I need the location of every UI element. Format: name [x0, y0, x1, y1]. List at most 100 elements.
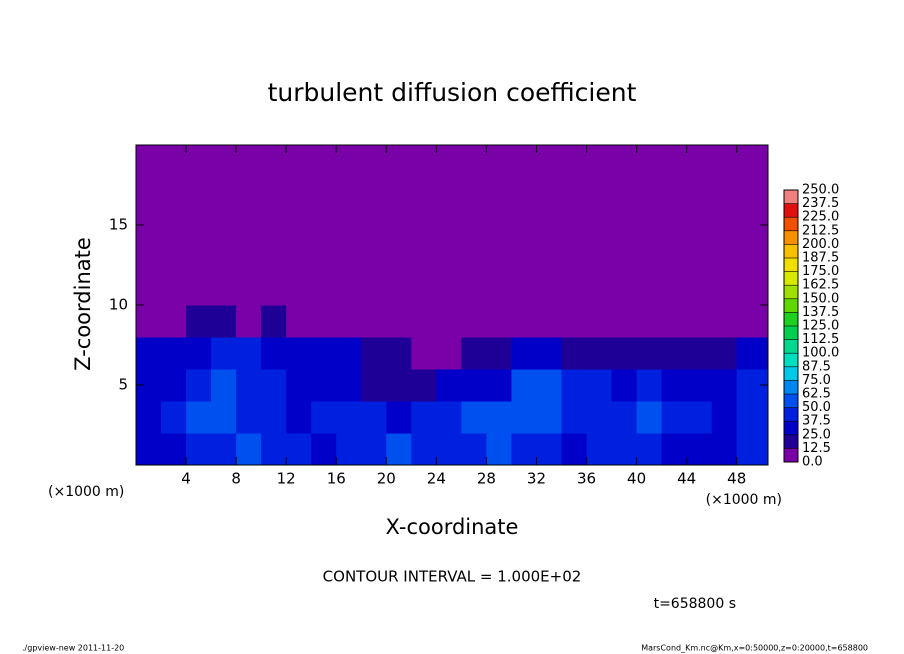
heat-cell — [486, 401, 512, 434]
y-tick-label: 5 — [118, 376, 128, 394]
heat-cell — [461, 369, 487, 402]
heat-cell — [536, 337, 563, 370]
heat-cell — [486, 337, 512, 370]
heat-cell — [586, 369, 613, 402]
heat-cell — [236, 433, 262, 466]
heat-cell — [261, 369, 287, 402]
heat-cell — [736, 145, 769, 178]
heat-cell — [286, 337, 312, 370]
heat-cell — [186, 401, 212, 434]
heat-cell — [486, 369, 512, 402]
heat-cell — [261, 177, 287, 210]
colorbar-label: 137.5 — [802, 305, 839, 320]
x-tick-label: 24 — [427, 470, 446, 488]
heat-cell — [261, 337, 287, 370]
heat-cell — [661, 241, 688, 274]
heat-cell — [511, 145, 537, 178]
heat-cell — [336, 273, 362, 306]
heat-cell — [311, 401, 337, 434]
heat-cell — [311, 305, 337, 338]
heat-cell — [386, 369, 412, 402]
heat-cell — [361, 337, 387, 370]
heat-cell — [161, 273, 187, 306]
heat-cell — [136, 337, 162, 370]
heat-cell — [286, 433, 312, 466]
heat-cell — [636, 401, 663, 434]
heat-cell — [736, 241, 769, 274]
heat-cell — [686, 177, 713, 210]
heat-cell — [686, 273, 713, 306]
colorbar-label: 175.0 — [802, 264, 839, 279]
heat-cell — [436, 241, 462, 274]
heat-cell — [486, 241, 512, 274]
heat-cell — [236, 177, 262, 210]
heat-cell — [161, 177, 187, 210]
heat-cell — [636, 433, 663, 466]
colorbar-bin — [784, 298, 798, 313]
colorbar-label: 37.5 — [802, 414, 831, 429]
heat-cell — [711, 241, 738, 274]
heat-cell — [711, 209, 738, 242]
heat-cell — [336, 241, 362, 274]
heat-cell — [186, 433, 212, 466]
heat-cell — [511, 273, 537, 306]
x-tick-label: 44 — [677, 470, 696, 488]
colorbar-label: 25.0 — [802, 427, 831, 442]
heat-cell — [261, 401, 287, 434]
heat-cell — [236, 145, 262, 178]
heat-cell — [536, 145, 563, 178]
heat-cell — [586, 145, 613, 178]
colorbar-label: 12.5 — [802, 441, 831, 456]
heat-cell — [161, 337, 187, 370]
heat-cell — [611, 177, 638, 210]
heat-cell — [586, 241, 613, 274]
heat-cell — [261, 305, 287, 338]
contour-note: CONTOUR INTERVAL = 1.000E+02 — [323, 568, 582, 586]
x-unit-right: (×1000 m) — [706, 492, 782, 508]
heat-cell — [411, 401, 437, 434]
heat-cell — [211, 273, 237, 306]
colorbar-bin — [784, 258, 798, 272]
heat-cell — [411, 273, 437, 306]
heat-cell — [461, 401, 487, 434]
heat-cell — [511, 369, 537, 402]
heat-cell — [686, 145, 713, 178]
heat-cell — [661, 273, 688, 306]
heat-cell — [536, 433, 563, 466]
heat-cell — [411, 369, 437, 402]
heat-cell — [311, 241, 337, 274]
heat-cell — [436, 273, 462, 306]
heat-cell — [486, 177, 512, 210]
heat-cell — [136, 433, 162, 466]
heat-cell — [661, 433, 688, 466]
heat-cell — [311, 369, 337, 402]
heat-cell — [361, 401, 387, 434]
heat-cell — [386, 401, 412, 434]
colorbar-bin — [784, 244, 798, 258]
colorbar-bin — [784, 366, 798, 381]
heat-cell — [586, 305, 613, 338]
heat-cell — [336, 369, 362, 402]
footer-right: MarsCond_Km.nc@Km,x=0:50000,z=0:20000,t=… — [641, 644, 868, 653]
heat-cell — [611, 145, 638, 178]
heat-cell — [561, 177, 588, 210]
heat-cell — [661, 209, 688, 242]
heat-cell — [286, 369, 312, 402]
footer-left: ./gpview-new 2011-11-20 — [22, 644, 124, 653]
colorbar-bin — [784, 326, 798, 340]
heat-cell — [436, 433, 462, 466]
heat-cell — [461, 145, 487, 178]
heat-cell — [161, 209, 187, 242]
colorbar-bin — [784, 394, 798, 408]
heat-cell — [236, 369, 262, 402]
heat-cell — [611, 273, 638, 306]
heat-cell — [561, 241, 588, 274]
heat-cell — [336, 337, 362, 370]
heat-cell — [486, 273, 512, 306]
heat-cell — [211, 241, 237, 274]
heat-cell — [636, 305, 663, 338]
heat-cell — [211, 337, 237, 370]
heat-cell — [561, 433, 588, 466]
colorbar-bin — [784, 285, 798, 299]
heat-cell — [686, 209, 713, 242]
